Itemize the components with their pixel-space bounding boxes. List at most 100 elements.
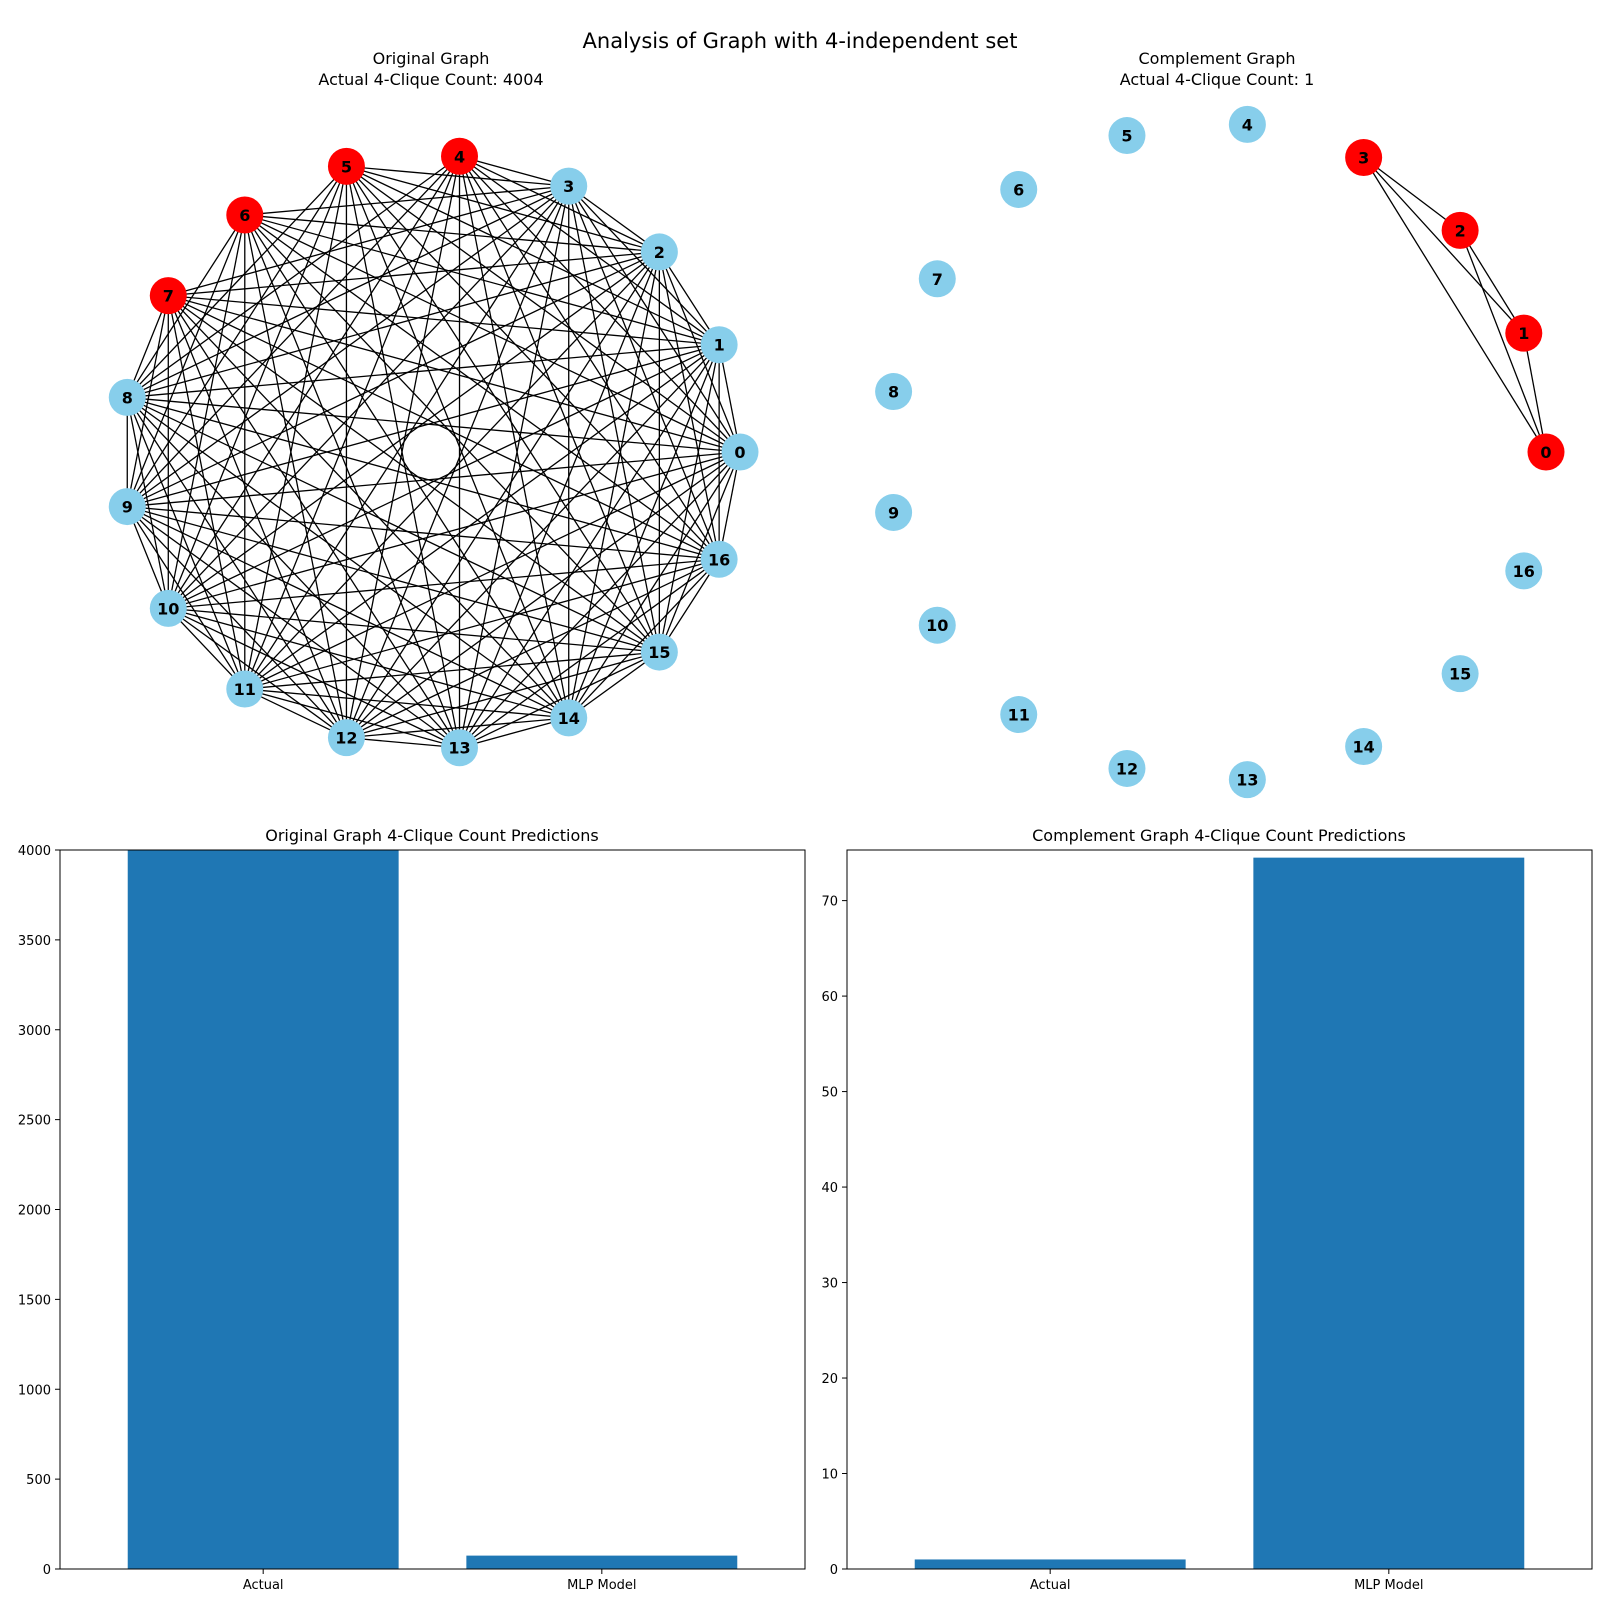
complement-bar-chart-y-tick-label: 40 <box>821 1181 838 1196</box>
complement-graph-node-circle <box>1345 138 1383 176</box>
original-graph-edge <box>568 651 660 719</box>
original-bar-chart-y-tick-label: 500 <box>26 1473 51 1488</box>
original-graph-edge <box>458 156 570 718</box>
original-bar-chart-y-tick-label: 2500 <box>18 1114 51 1129</box>
original-graph-edge <box>167 295 348 738</box>
complement-graph-node: 15 <box>1441 655 1479 693</box>
original-graph-edges <box>126 155 741 749</box>
original-graph-node: 5 <box>327 147 365 185</box>
original-graph-node: 0 <box>721 433 759 471</box>
original-graph-edge <box>568 185 720 560</box>
original-graph-edge <box>244 214 461 748</box>
original-graph-edge <box>568 185 660 253</box>
complement-graph-node-label: 0 <box>1540 443 1551 462</box>
original-bar-chart-y-tick-label: 2000 <box>18 1204 51 1219</box>
original-graph-node: 9 <box>108 488 146 526</box>
complement-graph-edge <box>1363 156 1461 231</box>
original-graph-edge <box>658 251 720 560</box>
original-graph-node: 3 <box>550 167 588 205</box>
original-graph-edge <box>345 166 570 719</box>
original-graph-node-label: 2 <box>654 243 665 262</box>
original-graph-edge <box>346 558 720 739</box>
original-graph-edge <box>168 607 660 653</box>
original-graph-node-circle <box>149 277 187 315</box>
original-graph-edge <box>126 165 347 507</box>
original-graph-node-circle <box>327 147 365 185</box>
original-graph-edge <box>345 165 720 560</box>
original-graph-node-label: 13 <box>448 739 470 758</box>
original-graph-edge <box>126 185 570 399</box>
original-graph-edge <box>244 651 660 690</box>
original-graph-edge <box>167 607 246 690</box>
complement-graph-node-circle <box>1108 749 1146 787</box>
original-graph-edge <box>168 251 660 297</box>
original-graph-edge <box>346 651 660 739</box>
complement-graph-node-label: 6 <box>1013 180 1024 199</box>
complement-bar-chart: Complement Graph 4-Clique Count Predicti… <box>821 826 1593 1593</box>
original-graph-edge <box>127 344 720 399</box>
complement-graph-edge <box>1363 157 1547 453</box>
original-graph-edge <box>126 396 570 719</box>
original-graph-node: 12 <box>327 719 365 757</box>
original-graph-edge <box>126 155 460 398</box>
original-graph-node: 10 <box>149 589 187 627</box>
original-graph-edge <box>126 155 460 508</box>
complement-bar-chart-y-tick-label: 60 <box>821 990 838 1005</box>
complement-graph-node-circle <box>875 373 913 411</box>
complement-graph-node-circle <box>1505 314 1543 352</box>
original-graph-edge <box>167 155 461 609</box>
original-graph-edge <box>346 165 569 187</box>
original-graph-edge <box>168 295 720 346</box>
original-graph-edge <box>126 185 570 508</box>
complement-graph-edge <box>1523 333 1547 453</box>
original-graph-node-circle <box>700 326 738 364</box>
original-graph-node-circle <box>108 378 146 416</box>
complement-graph-edge <box>1459 230 1525 334</box>
original-graph-edge <box>568 251 660 718</box>
complement-bar-chart-x-tick-label: MLP Model <box>1354 1578 1423 1593</box>
original-graph-edge <box>168 451 741 609</box>
original-graph-edge <box>127 451 741 508</box>
original-graph-edge <box>346 451 741 739</box>
original-graph-edge <box>126 214 246 507</box>
complement-bar-chart-bar <box>1253 857 1525 1569</box>
original-bar-chart-y-tick-label: 1000 <box>18 1383 51 1398</box>
original-graph-node-circle <box>700 540 738 578</box>
original-graph-edge <box>459 451 741 749</box>
complement-bars <box>914 857 1525 1569</box>
original-graph-edge <box>244 214 720 346</box>
complement-graph-node: 12 <box>1108 749 1146 787</box>
original-graph-edge <box>126 397 246 690</box>
original-graph-edge <box>568 185 720 346</box>
complement-graph-node-circle <box>918 260 956 298</box>
original-graph-edge <box>568 344 720 719</box>
original-graph-edge <box>168 185 569 297</box>
original-graph-edge <box>126 295 169 507</box>
complement-graph-node-label: 5 <box>1121 127 1132 146</box>
original-graph-edge <box>126 506 460 749</box>
complement-bar-chart-x-tick-label: Actual <box>1030 1578 1071 1593</box>
complement-graph-node-label: 9 <box>888 503 899 522</box>
complement-graph-node-circle <box>1000 170 1038 208</box>
figure-suptitle: Analysis of Graph with 4-independent set <box>583 29 1018 53</box>
complement-graph-node-circle <box>1228 105 1266 143</box>
original-graph-edge <box>127 396 720 560</box>
original-graph-edge <box>459 155 569 187</box>
original-graph-edge <box>345 185 570 738</box>
original-graph-edge <box>459 155 741 453</box>
complement-graph-edge <box>1363 157 1525 334</box>
original-graph-node: 4 <box>441 137 479 175</box>
original-graph-edge <box>127 251 660 399</box>
original-graph-edge <box>244 214 570 719</box>
original-graph-edge <box>244 688 460 749</box>
original-graph-node-circle <box>149 589 187 627</box>
original-bar-chart-y-tick-label: 1500 <box>18 1293 51 1308</box>
original-graph-edge <box>459 155 660 253</box>
complement-graph-node-circle <box>1108 117 1146 155</box>
original-bar-chart-y-tick-label: 3000 <box>18 1024 51 1039</box>
original-graph-node-circle <box>226 670 264 708</box>
original-bar-chart-bar <box>466 1555 738 1569</box>
complement-graph-node: 1 <box>1505 314 1543 352</box>
original-graph-edge <box>126 397 347 739</box>
